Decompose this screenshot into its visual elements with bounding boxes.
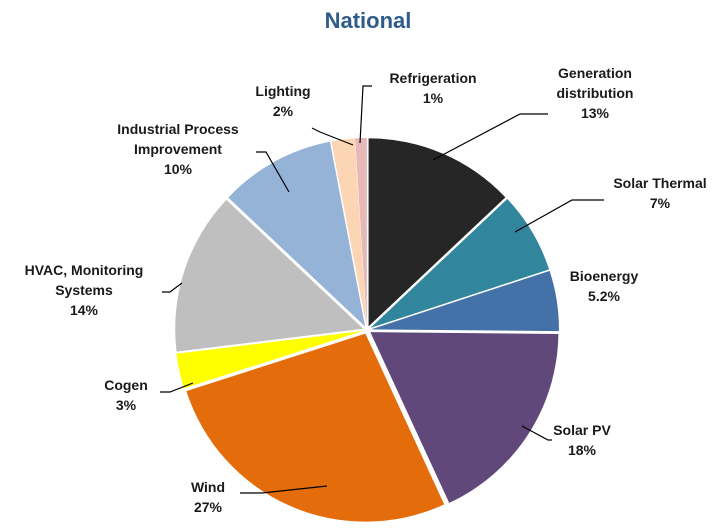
leader-line	[162, 282, 183, 293]
leader-line	[432, 113, 548, 161]
pie-slice-generation-distribution	[368, 138, 506, 327]
pie-slice-solar-thermal	[370, 199, 550, 328]
slice-label: Generation distribution 13%	[557, 65, 634, 121]
pie-slice-bioenergy	[370, 270, 559, 332]
pie-slices	[175, 138, 559, 522]
leader-line	[514, 199, 604, 233]
leader-line	[256, 151, 290, 193]
pie-slice-solar-pv	[370, 332, 559, 503]
pie-slice-lighting	[331, 138, 367, 327]
slice-label: HVAC, Monitoring Systems 14%	[25, 262, 144, 318]
leader-line	[521, 425, 552, 441]
slice-label: Solar Thermal 7%	[613, 175, 706, 211]
slice-label: Industrial Process Improvement 10%	[117, 121, 239, 177]
chart-title: National	[325, 8, 412, 33]
slice-label: Lighting 2%	[255, 83, 310, 119]
pie-slice-refrigeration	[355, 138, 367, 327]
leader-line	[311, 127, 354, 146]
leader-line	[240, 485, 328, 494]
slice-label: Cogen 3%	[104, 377, 148, 413]
slice-label: Wind 27%	[191, 479, 225, 515]
pie-slice-cogen	[176, 330, 364, 389]
slice-label: Bioenergy 5.2%	[570, 268, 639, 304]
pie-slice-wind	[186, 333, 445, 522]
slice-labels: Generation distribution 13% Solar Thermal 7%…	[25, 65, 707, 515]
pie-slice-industrial-process-improvement	[228, 141, 366, 327]
leader-lines	[160, 85, 604, 494]
pie-slice-hvac-monitoring-systems	[175, 199, 364, 352]
slice-label: Solar PV 18%	[553, 422, 611, 458]
leader-line	[359, 85, 372, 144]
slice-label: Refrigeration 1%	[389, 70, 476, 106]
leader-line	[160, 382, 194, 393]
